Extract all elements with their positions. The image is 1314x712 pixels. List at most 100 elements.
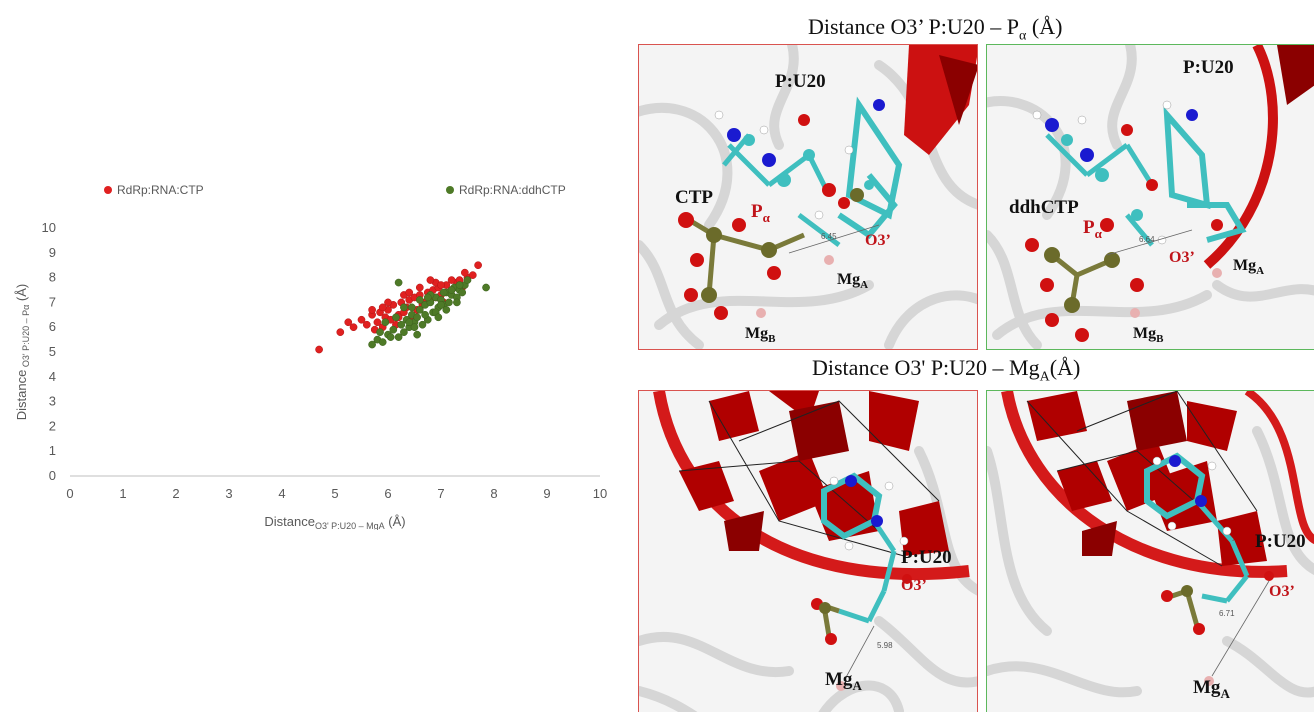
legend-ddhctp-label: RdRp:RNA:ddhCTP <box>459 183 566 197</box>
ddhctp-point <box>445 298 453 307</box>
ctp-mg-distance-label: 5.98 <box>877 641 893 650</box>
y-tick-label: 7 <box>49 294 56 309</box>
ddhctp-point <box>400 303 408 312</box>
y-tick-label: 3 <box>49 394 56 409</box>
ddhctp-point <box>392 313 400 322</box>
ddhctp-point <box>421 310 429 319</box>
x-tick-label: 9 <box>543 486 550 501</box>
ddhctp-mg-structure <box>987 391 1314 698</box>
ctp-pa-pa-label: Pα <box>751 201 770 225</box>
ddhctp-point <box>415 305 424 314</box>
ddhctp-point <box>397 320 406 329</box>
ctp-point <box>362 320 371 329</box>
x-tick-label: 10 <box>593 486 607 501</box>
ddhctp-point <box>408 303 416 312</box>
ddhctp-mg-o3-label: O3’ <box>1269 583 1295 600</box>
ddhctp-point <box>394 333 403 341</box>
ctp-pa-res-label: P:U20 <box>775 71 826 92</box>
ctp-mg-o3-label: O3’ <box>901 577 927 594</box>
x-tick-label: 0 <box>66 486 73 501</box>
ctp-point <box>336 328 345 337</box>
ddhctp-point <box>458 288 467 297</box>
y-tick-label: 6 <box>49 319 56 334</box>
ddhctp-point <box>415 296 424 304</box>
ctp-point <box>315 345 323 354</box>
ctp-point <box>344 318 353 327</box>
panel-ddhctp-pa: P:U20 ddhCTP Pα O3’ MgA MgB 6.64 <box>986 44 1314 350</box>
x-tick-label: 4 <box>278 486 285 501</box>
ddhctp-point <box>410 323 419 332</box>
ddhctp-point <box>439 288 448 297</box>
x-tick-label: 3 <box>225 486 232 501</box>
x-tick-label: 1 <box>119 486 126 501</box>
ctp-mg-structure <box>639 391 977 712</box>
ddhctp-point <box>418 320 427 329</box>
y-tick-label: 8 <box>49 270 56 285</box>
y-tick-label: 2 <box>49 418 56 433</box>
y-tick-label: 4 <box>49 369 56 384</box>
legend-ctp-marker <box>104 186 112 194</box>
x-tick-label: 2 <box>172 486 179 501</box>
ctp-point <box>368 305 376 314</box>
y-tick-label: 0 <box>49 468 56 483</box>
ctp-point <box>349 323 358 332</box>
ctp-pa-mgb-label: MgB <box>745 325 776 346</box>
ctp-point <box>461 268 469 277</box>
top-title-sub: α <box>1019 28 1027 44</box>
ctp-pa-mga-label: MgA <box>837 271 869 292</box>
y-tick-label: 9 <box>49 245 56 260</box>
ctp-point <box>384 298 392 307</box>
ctp-mg-mga-label: MgA <box>825 669 862 693</box>
top-title-text: Distance O3’ P:U20 – P <box>808 14 1020 39</box>
ddhctp-point <box>413 330 421 339</box>
legend-ctp-label: RdRp:RNA:CTP <box>117 183 204 197</box>
ddhctp-pa-pa-label: Pα <box>1083 217 1102 241</box>
x-tick-label: 6 <box>384 486 391 501</box>
top-title-unit: (Å) <box>1031 14 1063 39</box>
top-panel-title: Distance O3’ P:U20 – Pα (Å) <box>808 14 1062 44</box>
legend-ctp: RdRp:RNA:CTP <box>104 183 204 197</box>
mid-title-unit: (Å) <box>1049 355 1081 380</box>
mid-panel-title: Distance O3' P:U20 – MgA(Å) <box>812 355 1080 385</box>
legend-ddhctp: RdRp:RNA:ddhCTP <box>446 183 566 197</box>
ddhctp-point <box>453 298 461 307</box>
ctp-pa-lig-label: CTP <box>675 187 713 208</box>
panel-ctp-mg: P:U20 O3’ MgA 5.98 <box>638 390 978 712</box>
ddhctp-pa-distance-label: 6.64 <box>1139 235 1155 244</box>
y-tick-label: 5 <box>49 344 56 359</box>
legend-ddhctp-marker <box>446 186 454 194</box>
ctp-pa-distance-label: 6.45 <box>821 232 837 241</box>
x-tick-label: 5 <box>331 486 338 501</box>
ctp-point <box>474 261 482 270</box>
x-tick-label: 8 <box>490 486 497 501</box>
ddhctp-point <box>376 328 384 337</box>
scatter-chart: 0 1 2 3 4 5 6 7 8 9 10 0 1 2 3 4 5 6 7 8 9 10 DistanceO3' P:U2… <box>14 220 607 530</box>
ddhctp-point <box>455 281 464 289</box>
ctp-point <box>357 315 366 324</box>
ddhctp-point <box>423 293 432 302</box>
y-axis-title: Distance O3' P:U20 – Pα (Å) <box>14 284 31 420</box>
ddhctp-pa-mga-label: MgA <box>1233 257 1265 278</box>
ddhctp-point <box>447 286 456 294</box>
panel-ctp-pa: P:U20 CTP Pα O3’ MgA MgB 6.45 <box>638 44 978 350</box>
ddhctp-point <box>389 325 398 334</box>
panel-ddhctp-mg: P:U20 O3’ MgA 6.71 <box>986 390 1314 712</box>
ddhctp-point <box>386 333 395 341</box>
ddhctp-point <box>378 338 387 346</box>
ctp-point <box>437 281 445 289</box>
x-tick-label: 7 <box>437 486 444 501</box>
mid-title-sub: A <box>1039 369 1050 385</box>
ddhctp-point <box>368 340 376 349</box>
ctp-point <box>426 276 435 284</box>
y-tick-label: 1 <box>49 443 56 458</box>
ddhctp-point <box>434 313 443 322</box>
ddhctp-mg-distance-label: 6.71 <box>1219 609 1235 618</box>
ddhctp-point <box>463 276 472 284</box>
ddhctp-point <box>442 305 451 314</box>
ctp-pa-o3-label: O3’ <box>865 232 891 249</box>
ddhctp-point <box>437 301 445 309</box>
ctp-mg-res-label: P:U20 <box>901 547 952 568</box>
ctp-point <box>415 283 424 292</box>
x-axis-title: DistanceO3' P:U20 – MgA (Å) <box>264 514 405 530</box>
ddhctp-pa-res-label: P:U20 <box>1183 57 1234 78</box>
